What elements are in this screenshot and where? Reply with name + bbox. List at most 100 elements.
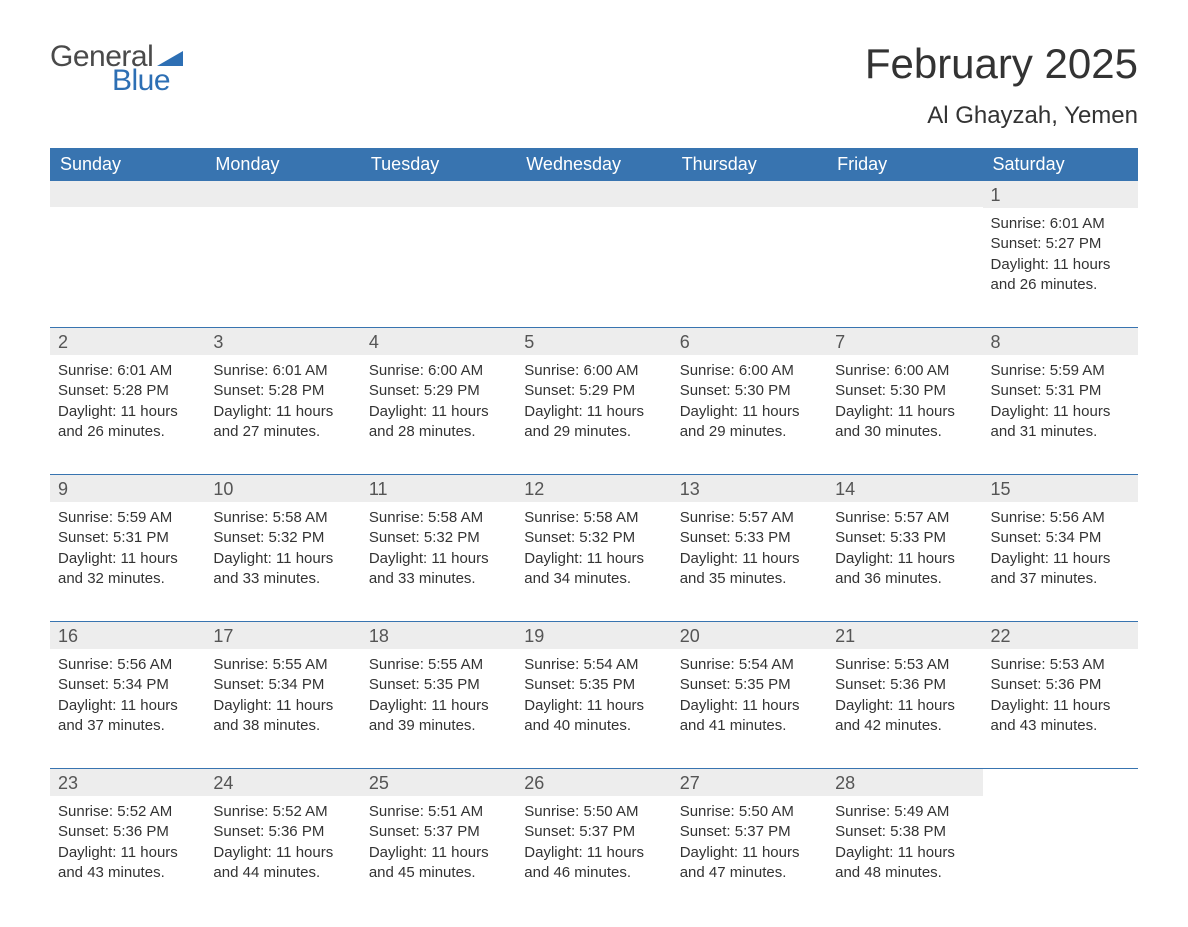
day-number: 23 — [50, 768, 205, 796]
week-spacer — [50, 299, 1138, 327]
week-spacer — [50, 593, 1138, 621]
day-info: Sunrise: 5:56 AMSunset: 5:34 PMDaylight:… — [50, 649, 205, 740]
day-number: 11 — [361, 474, 516, 502]
day-info: Sunrise: 5:51 AMSunset: 5:37 PMDaylight:… — [361, 796, 516, 887]
day-cell: 14 — [827, 474, 982, 502]
day-info: Sunrise: 5:58 AMSunset: 5:32 PMDaylight:… — [361, 502, 516, 593]
day-cell — [516, 181, 671, 208]
day-number: 21 — [827, 621, 982, 649]
day-info-cell: Sunrise: 5:58 AMSunset: 5:32 PMDaylight:… — [205, 502, 360, 593]
day-cell: 24 — [205, 768, 360, 796]
location: Al Ghayzah, Yemen — [865, 102, 1138, 130]
day-number: 19 — [516, 621, 671, 649]
empty-day — [516, 181, 671, 207]
day-cell: 20 — [672, 621, 827, 649]
day-cell: 23 — [50, 768, 205, 796]
day-info-cell — [827, 208, 982, 299]
day-cell: 17 — [205, 621, 360, 649]
day-info-cell: Sunrise: 6:01 AMSunset: 5:28 PMDaylight:… — [205, 355, 360, 446]
day-info-cell — [672, 208, 827, 299]
day-header-cell: Friday — [827, 148, 982, 181]
week-daynum-row: 9101112131415 — [50, 474, 1138, 502]
day-info: Sunrise: 5:54 AMSunset: 5:35 PMDaylight:… — [516, 649, 671, 740]
day-number: 28 — [827, 768, 982, 796]
day-info-cell: Sunrise: 5:56 AMSunset: 5:34 PMDaylight:… — [983, 502, 1138, 593]
day-info: Sunrise: 5:59 AMSunset: 5:31 PMDaylight:… — [983, 355, 1138, 446]
day-info-cell — [50, 208, 205, 299]
day-info: Sunrise: 5:57 AMSunset: 5:33 PMDaylight:… — [672, 502, 827, 593]
day-number: 9 — [50, 474, 205, 502]
day-info-cell — [516, 208, 671, 299]
day-info-cell: Sunrise: 6:00 AMSunset: 5:30 PMDaylight:… — [827, 355, 982, 446]
day-info-cell: Sunrise: 5:52 AMSunset: 5:36 PMDaylight:… — [205, 796, 360, 887]
day-info: Sunrise: 6:00 AMSunset: 5:29 PMDaylight:… — [516, 355, 671, 446]
header: General Blue February 2025 Al Ghayzah, Y… — [50, 40, 1138, 130]
day-cell: 7 — [827, 327, 982, 355]
day-info-cell: Sunrise: 6:00 AMSunset: 5:29 PMDaylight:… — [516, 355, 671, 446]
day-cell: 10 — [205, 474, 360, 502]
day-number: 7 — [827, 327, 982, 355]
day-info-cell: Sunrise: 5:57 AMSunset: 5:33 PMDaylight:… — [827, 502, 982, 593]
day-info-cell: Sunrise: 5:57 AMSunset: 5:33 PMDaylight:… — [672, 502, 827, 593]
day-info: Sunrise: 5:55 AMSunset: 5:34 PMDaylight:… — [205, 649, 360, 740]
day-cell — [50, 181, 205, 208]
day-number: 20 — [672, 621, 827, 649]
day-info: Sunrise: 6:00 AMSunset: 5:30 PMDaylight:… — [672, 355, 827, 446]
day-cell: 8 — [983, 327, 1138, 355]
day-cell: 26 — [516, 768, 671, 796]
week-spacer — [50, 446, 1138, 474]
day-info: Sunrise: 5:57 AMSunset: 5:33 PMDaylight:… — [827, 502, 982, 593]
day-info: Sunrise: 5:50 AMSunset: 5:37 PMDaylight:… — [672, 796, 827, 887]
day-info: Sunrise: 5:54 AMSunset: 5:35 PMDaylight:… — [672, 649, 827, 740]
day-number: 17 — [205, 621, 360, 649]
day-cell: 25 — [361, 768, 516, 796]
day-info: Sunrise: 5:53 AMSunset: 5:36 PMDaylight:… — [983, 649, 1138, 740]
day-info-cell: Sunrise: 5:55 AMSunset: 5:35 PMDaylight:… — [361, 649, 516, 740]
day-cell: 9 — [50, 474, 205, 502]
week-info-row: Sunrise: 6:01 AMSunset: 5:28 PMDaylight:… — [50, 355, 1138, 446]
logo-text-blue: Blue — [112, 64, 183, 98]
day-info-cell: Sunrise: 6:00 AMSunset: 5:29 PMDaylight:… — [361, 355, 516, 446]
week-info-row: Sunrise: 6:01 AMSunset: 5:27 PMDaylight:… — [50, 208, 1138, 299]
day-number: 4 — [361, 327, 516, 355]
day-info: Sunrise: 6:00 AMSunset: 5:30 PMDaylight:… — [827, 355, 982, 446]
day-info-cell: Sunrise: 6:01 AMSunset: 5:27 PMDaylight:… — [983, 208, 1138, 299]
day-info: Sunrise: 5:52 AMSunset: 5:36 PMDaylight:… — [50, 796, 205, 887]
day-info-cell: Sunrise: 5:54 AMSunset: 5:35 PMDaylight:… — [672, 649, 827, 740]
day-cell — [827, 181, 982, 208]
day-header-cell: Wednesday — [516, 148, 671, 181]
day-header-cell: Tuesday — [361, 148, 516, 181]
day-info-cell — [205, 208, 360, 299]
day-info-cell: Sunrise: 5:59 AMSunset: 5:31 PMDaylight:… — [983, 355, 1138, 446]
day-header-cell: Monday — [205, 148, 360, 181]
day-number: 1 — [983, 181, 1138, 208]
day-cell: 5 — [516, 327, 671, 355]
logo: General Blue — [50, 40, 183, 98]
day-cell — [361, 181, 516, 208]
day-number: 12 — [516, 474, 671, 502]
day-cell: 16 — [50, 621, 205, 649]
day-info-cell: Sunrise: 5:55 AMSunset: 5:34 PMDaylight:… — [205, 649, 360, 740]
day-info: Sunrise: 5:50 AMSunset: 5:37 PMDaylight:… — [516, 796, 671, 887]
week-daynum-row: 2345678 — [50, 327, 1138, 355]
day-cell: 12 — [516, 474, 671, 502]
day-header-cell: Thursday — [672, 148, 827, 181]
day-number: 10 — [205, 474, 360, 502]
title-block: February 2025 Al Ghayzah, Yemen — [865, 40, 1138, 130]
day-cell: 15 — [983, 474, 1138, 502]
day-number: 27 — [672, 768, 827, 796]
day-cell: 19 — [516, 621, 671, 649]
day-cell: 4 — [361, 327, 516, 355]
week-daynum-row: 232425262728 — [50, 768, 1138, 796]
day-number: 16 — [50, 621, 205, 649]
day-cell: 13 — [672, 474, 827, 502]
day-cell — [983, 768, 1138, 796]
day-cell: 27 — [672, 768, 827, 796]
day-cell — [672, 181, 827, 208]
day-info-cell: Sunrise: 5:54 AMSunset: 5:35 PMDaylight:… — [516, 649, 671, 740]
day-header-cell: Sunday — [50, 148, 205, 181]
day-info: Sunrise: 5:58 AMSunset: 5:32 PMDaylight:… — [516, 502, 671, 593]
day-number: 22 — [983, 621, 1138, 649]
day-cell: 18 — [361, 621, 516, 649]
empty-day — [827, 181, 982, 207]
